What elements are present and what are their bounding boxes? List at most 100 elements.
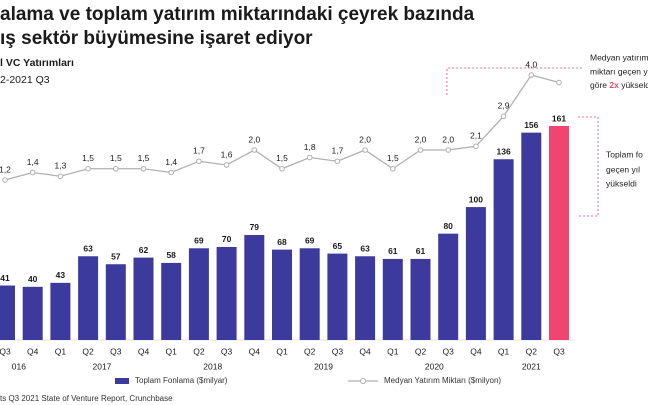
- line-value-label: 2,0: [442, 134, 454, 144]
- bar-value-label: 136: [497, 146, 511, 156]
- legend-swatch: [115, 378, 129, 384]
- x-tick-label: Q4: [138, 346, 150, 356]
- subtitle: 2-2021 Q3: [0, 74, 50, 86]
- line-point: [113, 165, 119, 172]
- annotation: yükseldi: [606, 178, 637, 188]
- source: ts Q3 2021 State of Venture Report, Crun…: [0, 394, 173, 403]
- x-tick-label: Q3: [0, 346, 11, 356]
- annotation: Medyan yatırım: [590, 52, 648, 62]
- bar-value-label: 80: [443, 221, 453, 231]
- line-value-label: 2,0: [415, 134, 427, 144]
- line-value-label: 1,5: [276, 153, 288, 163]
- line-value-label: 2,0: [359, 134, 371, 144]
- bar-value-label: 57: [111, 251, 121, 261]
- bar-value-label: 41: [0, 273, 10, 283]
- bar-value-label: 63: [83, 244, 93, 254]
- bar: [493, 159, 514, 340]
- line-value-label: 1,4: [27, 157, 39, 167]
- x-tick-label: Q2: [415, 346, 427, 356]
- x-tick-label: Q3: [443, 346, 455, 356]
- x-tick-label: Q3: [221, 346, 233, 356]
- bar: [188, 248, 209, 340]
- bar-value-label: 156: [524, 120, 538, 130]
- bar: [382, 258, 403, 340]
- bar: [216, 246, 237, 340]
- legend-swatch: [360, 378, 366, 384]
- x-tick-label: Q2: [193, 346, 205, 356]
- x-group-label: 2018: [203, 361, 222, 371]
- chart-title: alama ve toplam yatırım miktarındaki çey…: [0, 4, 475, 25]
- bar-value-label: 65: [333, 241, 343, 251]
- bar: [355, 256, 376, 340]
- x-tick-label: Q4: [249, 346, 261, 356]
- annotation-connector: [578, 116, 599, 217]
- x-group-label: 2017: [92, 361, 111, 371]
- bar-value-label: 79: [250, 222, 260, 232]
- bar-value-label: 62: [139, 245, 149, 255]
- bar-value-label: 61: [388, 246, 398, 256]
- legend-label: Toplam Fonlama ($milyar): [135, 376, 228, 385]
- bar-value-label: 69: [194, 236, 204, 246]
- line-value-label: 4,0: [525, 59, 537, 69]
- bar: [22, 286, 43, 340]
- bar-value-label: 69: [305, 236, 315, 246]
- bar: [465, 207, 486, 340]
- x-tick-label: Q1: [387, 346, 399, 356]
- annotation-text: yükseld: [619, 80, 648, 90]
- bar: [244, 234, 265, 340]
- bar-value-label: 61: [416, 246, 426, 256]
- x-group-label: 2021: [522, 361, 541, 371]
- bar: [521, 132, 542, 340]
- line-value-label: 1,7: [193, 146, 205, 156]
- line-point: [196, 158, 202, 165]
- bar: [133, 257, 154, 340]
- line-point: [334, 158, 341, 165]
- x-group-label: 2020: [425, 361, 444, 371]
- line-value-label: 1,7: [331, 146, 343, 156]
- line-value-label: 1,4: [165, 157, 177, 167]
- line-value-label: 1,8: [304, 142, 316, 152]
- line-value-label: 1,5: [387, 153, 399, 163]
- annotation-emphasis: 2x: [609, 80, 619, 90]
- line-value-label: 1,5: [110, 153, 122, 163]
- line-point: [306, 154, 313, 161]
- x-tick-label: Q2: [526, 346, 538, 356]
- x-tick-label: Q2: [82, 346, 94, 356]
- x-tick-label: Q1: [498, 346, 510, 356]
- line-point: [500, 113, 507, 120]
- bar-value-label: 40: [28, 274, 38, 284]
- annotation: geçen yıl: [606, 164, 640, 174]
- line-point: [279, 165, 285, 172]
- line-point: [417, 147, 424, 153]
- line-point: [57, 173, 64, 180]
- bar: [50, 282, 71, 340]
- annotation-connector: [446, 67, 582, 95]
- line-value-label: 1,6: [221, 149, 233, 159]
- annotation: miktarı geçen y: [590, 66, 648, 76]
- bar: [0, 285, 15, 340]
- annotation-text: göre: [590, 80, 609, 90]
- legend-label: Medyan Yatırım Miktarı ($milyon): [384, 376, 501, 385]
- x-tick-label: Q3: [553, 346, 565, 356]
- line-point: [362, 147, 368, 153]
- x-tick-label: Q2: [304, 346, 316, 356]
- chart-title: ış sektör büyümesine işaret ediyor: [0, 28, 313, 49]
- bar-value-label: 70: [222, 234, 232, 244]
- x-tick-label: Q1: [276, 346, 288, 356]
- line-value-label: 2,9: [498, 101, 510, 111]
- line: [4, 74, 560, 181]
- line-point: [2, 177, 8, 183]
- bar: [327, 253, 348, 340]
- line-value-label: 1,2: [0, 164, 11, 174]
- bar-value-label: 161: [552, 113, 566, 123]
- x-tick-label: Q3: [332, 346, 344, 356]
- x-tick-label: Q4: [359, 346, 371, 356]
- bar: [105, 264, 126, 340]
- x-tick-label: Q4: [470, 346, 482, 356]
- line-point: [251, 147, 258, 153]
- bar: [161, 262, 182, 340]
- x-group-label: 2019: [314, 361, 333, 371]
- bar: [272, 249, 292, 340]
- line-point: [528, 72, 535, 78]
